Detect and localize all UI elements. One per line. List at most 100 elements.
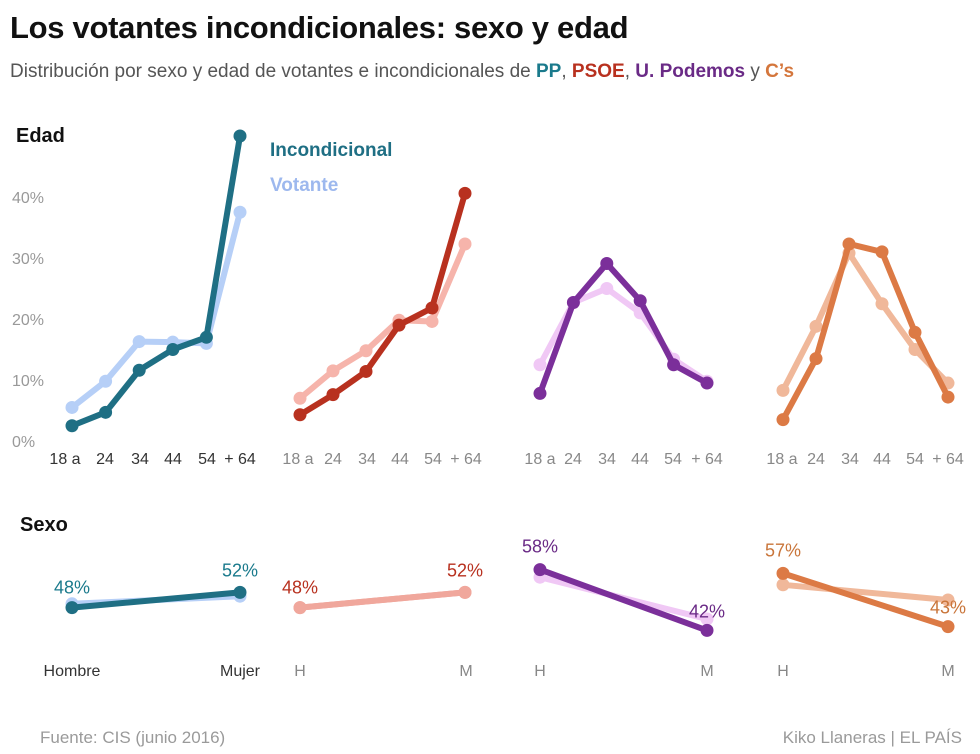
point-pp-incondicional (233, 129, 247, 143)
x-tick-label: 44 (391, 451, 409, 468)
x-tick-label: 34 (358, 451, 376, 468)
x-tick-label: 44 (164, 451, 182, 468)
point-pp-votante (233, 205, 247, 219)
point-sex-pp-incondicional (233, 585, 247, 599)
point-podemos-votante (533, 358, 547, 372)
x-tick-label: 24 (324, 451, 342, 468)
point-pp-incondicional (166, 343, 180, 356)
legend-incondicional: Incondicional (270, 140, 392, 161)
subtitle-psoe: PSOE (571, 61, 625, 82)
point-pp-votante (65, 400, 79, 414)
x-tick-label: M (700, 663, 713, 680)
data-label-psoe-right: 52% (447, 560, 483, 580)
y-tick-label: 10% (12, 373, 44, 390)
point-cs-votante (908, 343, 922, 356)
point-sex-psoe-incondicional (293, 601, 307, 615)
point-pp-incondicional (199, 330, 213, 344)
point-podemos-incondicional (633, 294, 647, 308)
data-label-podemos-left: 58% (522, 537, 558, 557)
x-tick-label: 24 (807, 451, 825, 468)
subtitle-cs: C’s (765, 61, 795, 82)
data-label-psoe-left: 48% (282, 578, 318, 598)
data-label-pp-right: 52% (222, 560, 258, 580)
point-pp-incondicional (65, 419, 79, 433)
x-tick-label: 34 (131, 451, 149, 468)
point-sex-cs-incondicional (776, 566, 790, 580)
x-tick-label: H (777, 663, 789, 680)
point-sex-cs-incondicional (941, 620, 955, 634)
point-psoe-votante (425, 314, 439, 328)
point-sex-pp-incondicional (65, 601, 79, 615)
point-podemos-incondicional (700, 376, 714, 390)
x-tick-label: + 64 (691, 451, 723, 468)
x-tick-label: 24 (96, 451, 114, 468)
y-tick-label: 0% (12, 434, 35, 451)
x-tick-label: Hombre (44, 663, 101, 680)
y-tick-label: 20% (12, 312, 44, 329)
section-label-sexo: Sexo (20, 514, 68, 536)
point-psoe-incondicional (425, 301, 439, 315)
chart-subtitle: Distribución por sexo y edad de votantes… (10, 61, 794, 83)
point-podemos-incondicional (566, 296, 580, 310)
x-tick-label: 54 (664, 451, 682, 468)
x-tick-label: 34 (598, 451, 616, 468)
x-tick-label: 44 (873, 451, 891, 468)
x-tick-label: 24 (564, 451, 582, 468)
x-tick-label: 18 a (49, 451, 80, 468)
y-tick-label: 40% (12, 190, 44, 207)
line-sex-pp-incondicional (69, 589, 243, 611)
line-psoe-votante (297, 240, 468, 402)
line-sex-psoe-incondicional (297, 589, 468, 611)
x-tick-label: 54 (424, 451, 442, 468)
point-sex-cs-votante (941, 593, 955, 607)
line-cs-incondicional (780, 240, 951, 423)
footer-source: Fuente: CIS (junio 2016) (40, 728, 226, 747)
point-pp-votante (132, 335, 146, 349)
point-psoe-incondicional (326, 388, 340, 402)
data-label-podemos-right: 42% (689, 601, 725, 621)
point-podemos-incondicional (533, 386, 547, 400)
line-cs-votante (780, 250, 951, 394)
legend-votante: Votante (270, 175, 338, 196)
x-tick-label: + 64 (932, 451, 964, 468)
x-tick-label: H (534, 663, 546, 680)
point-podemos-incondicional (667, 358, 681, 372)
x-tick-label: + 64 (224, 451, 256, 468)
point-cs-votante (875, 297, 889, 311)
point-podemos-votante (600, 282, 614, 295)
line-pp-incondicional (69, 133, 243, 429)
line-podemos-incondicional (537, 260, 710, 397)
point-sex-podemos-incondicional (700, 623, 714, 637)
point-cs-votante (809, 319, 823, 333)
point-psoe-votante (359, 344, 373, 358)
point-sex-podemos-votante (700, 612, 714, 626)
point-cs-incondicional (941, 390, 955, 404)
data-label-cs-right: 43% (930, 598, 966, 618)
x-tick-label: 54 (906, 451, 924, 468)
subtitle-sep1: , (561, 61, 572, 82)
y-tick-label: 30% (12, 251, 44, 268)
footer-credit: Kiko Llaneras | EL PAÍS (782, 728, 962, 747)
point-psoe-incondicional (458, 186, 472, 200)
subtitle-prefix: Distribución por sexo y edad de votantes… (10, 61, 536, 82)
x-tick-label: 18 a (282, 451, 313, 468)
point-cs-incondicional (842, 237, 856, 251)
x-tick-label: M (941, 663, 954, 680)
x-tick-label: 34 (841, 451, 859, 468)
point-podemos-incondicional (600, 256, 614, 270)
point-pp-votante (99, 374, 113, 388)
point-psoe-incondicional (293, 408, 307, 422)
line-sex-cs-votante (780, 581, 951, 603)
point-cs-votante (776, 383, 790, 397)
x-tick-label: + 64 (450, 451, 482, 468)
x-tick-label: Mujer (220, 663, 261, 680)
point-cs-incondicional (908, 325, 922, 339)
data-label-pp-left: 48% (54, 578, 90, 598)
point-cs-incondicional (776, 413, 790, 427)
point-psoe-incondicional (359, 364, 373, 378)
subtitle-podemos: U. Podemos (635, 61, 746, 82)
point-psoe-votante (458, 237, 472, 251)
point-psoe-incondicional (392, 318, 406, 332)
subtitle-sep3: y (745, 61, 766, 82)
line-pp-votante (69, 209, 243, 411)
